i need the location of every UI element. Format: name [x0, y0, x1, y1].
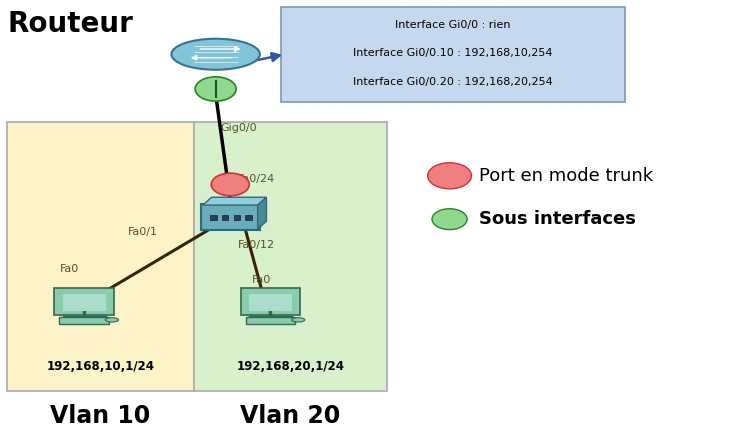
- Text: Interface Gi0/0.10 : 192,168,10,254: Interface Gi0/0.10 : 192,168,10,254: [354, 48, 553, 59]
- FancyBboxPatch shape: [246, 215, 251, 220]
- Circle shape: [432, 209, 467, 230]
- FancyBboxPatch shape: [55, 288, 114, 315]
- Ellipse shape: [105, 318, 118, 322]
- Ellipse shape: [292, 318, 305, 322]
- FancyBboxPatch shape: [222, 215, 229, 220]
- FancyBboxPatch shape: [63, 294, 106, 311]
- Circle shape: [195, 77, 236, 101]
- Polygon shape: [203, 197, 266, 205]
- FancyBboxPatch shape: [211, 215, 217, 220]
- Text: Vlan 20: Vlan 20: [240, 404, 341, 428]
- Text: 192,168,10,1/24: 192,168,10,1/24: [47, 360, 154, 373]
- Text: Vlan 10: Vlan 10: [50, 404, 151, 428]
- FancyBboxPatch shape: [249, 294, 292, 311]
- Text: Fa0/1: Fa0/1: [128, 227, 158, 237]
- Text: Fa0: Fa0: [60, 264, 79, 274]
- FancyBboxPatch shape: [194, 122, 387, 391]
- Text: Gig0/0: Gig0/0: [221, 123, 257, 133]
- Polygon shape: [257, 197, 266, 229]
- Text: Interface Gi0/0 : rien: Interface Gi0/0 : rien: [395, 20, 511, 30]
- Text: Fa0: Fa0: [252, 275, 271, 285]
- FancyBboxPatch shape: [281, 7, 625, 102]
- Text: Sous interfaces: Sous interfaces: [479, 210, 636, 228]
- Text: Fa0/24: Fa0/24: [238, 174, 275, 184]
- Text: Routeur: Routeur: [7, 10, 133, 38]
- FancyBboxPatch shape: [200, 204, 260, 230]
- Text: 192,168,20,1/24: 192,168,20,1/24: [237, 360, 344, 373]
- Circle shape: [211, 173, 249, 196]
- Text: Interface Gi0/0.20 : 192,168,20,254: Interface Gi0/0.20 : 192,168,20,254: [353, 76, 553, 87]
- Text: Port en mode trunk: Port en mode trunk: [479, 167, 653, 185]
- FancyBboxPatch shape: [246, 317, 295, 324]
- Ellipse shape: [171, 39, 260, 70]
- FancyBboxPatch shape: [241, 288, 300, 315]
- FancyBboxPatch shape: [59, 317, 109, 324]
- FancyBboxPatch shape: [234, 215, 240, 220]
- Circle shape: [428, 163, 471, 189]
- Text: Fa0/12: Fa0/12: [238, 240, 276, 250]
- FancyBboxPatch shape: [7, 122, 194, 391]
